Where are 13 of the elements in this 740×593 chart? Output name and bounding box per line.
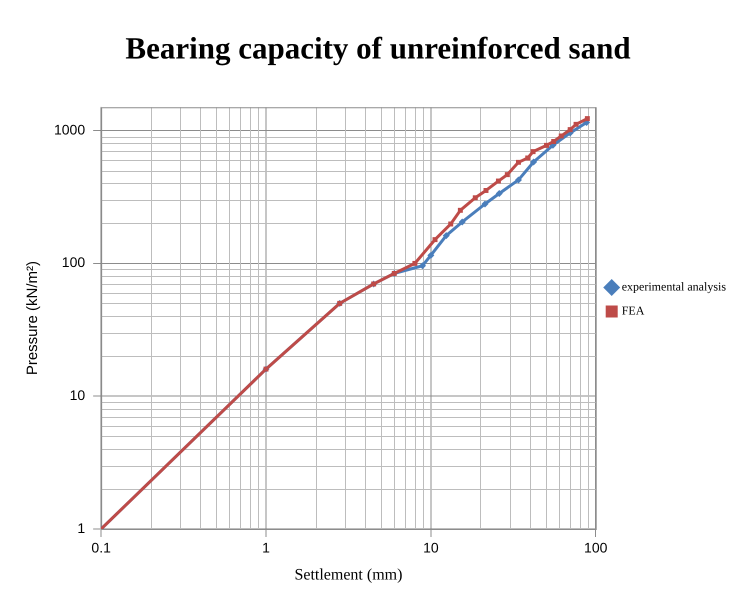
x-tick-label: 100 — [584, 539, 608, 556]
y-axis-title: Pressure (kN/m²) — [24, 261, 42, 376]
chart-title: Bearing capacity of unreinforced sand — [125, 30, 631, 66]
x-tick-label: 10 — [423, 539, 439, 556]
x-tick-label: 0.1 — [91, 539, 112, 556]
y-tick-label: 1000 — [54, 121, 86, 138]
legend-label: FEA — [622, 304, 645, 318]
y-tick-label: 10 — [70, 387, 86, 404]
legend-label: experimental analysis — [622, 280, 726, 294]
x-axis-title: Settlement (mm) — [294, 566, 402, 584]
x-tick-label: 1 — [262, 539, 270, 556]
y-tick-label: 100 — [62, 254, 86, 270]
y-tick-label: 1 — [77, 520, 86, 536]
